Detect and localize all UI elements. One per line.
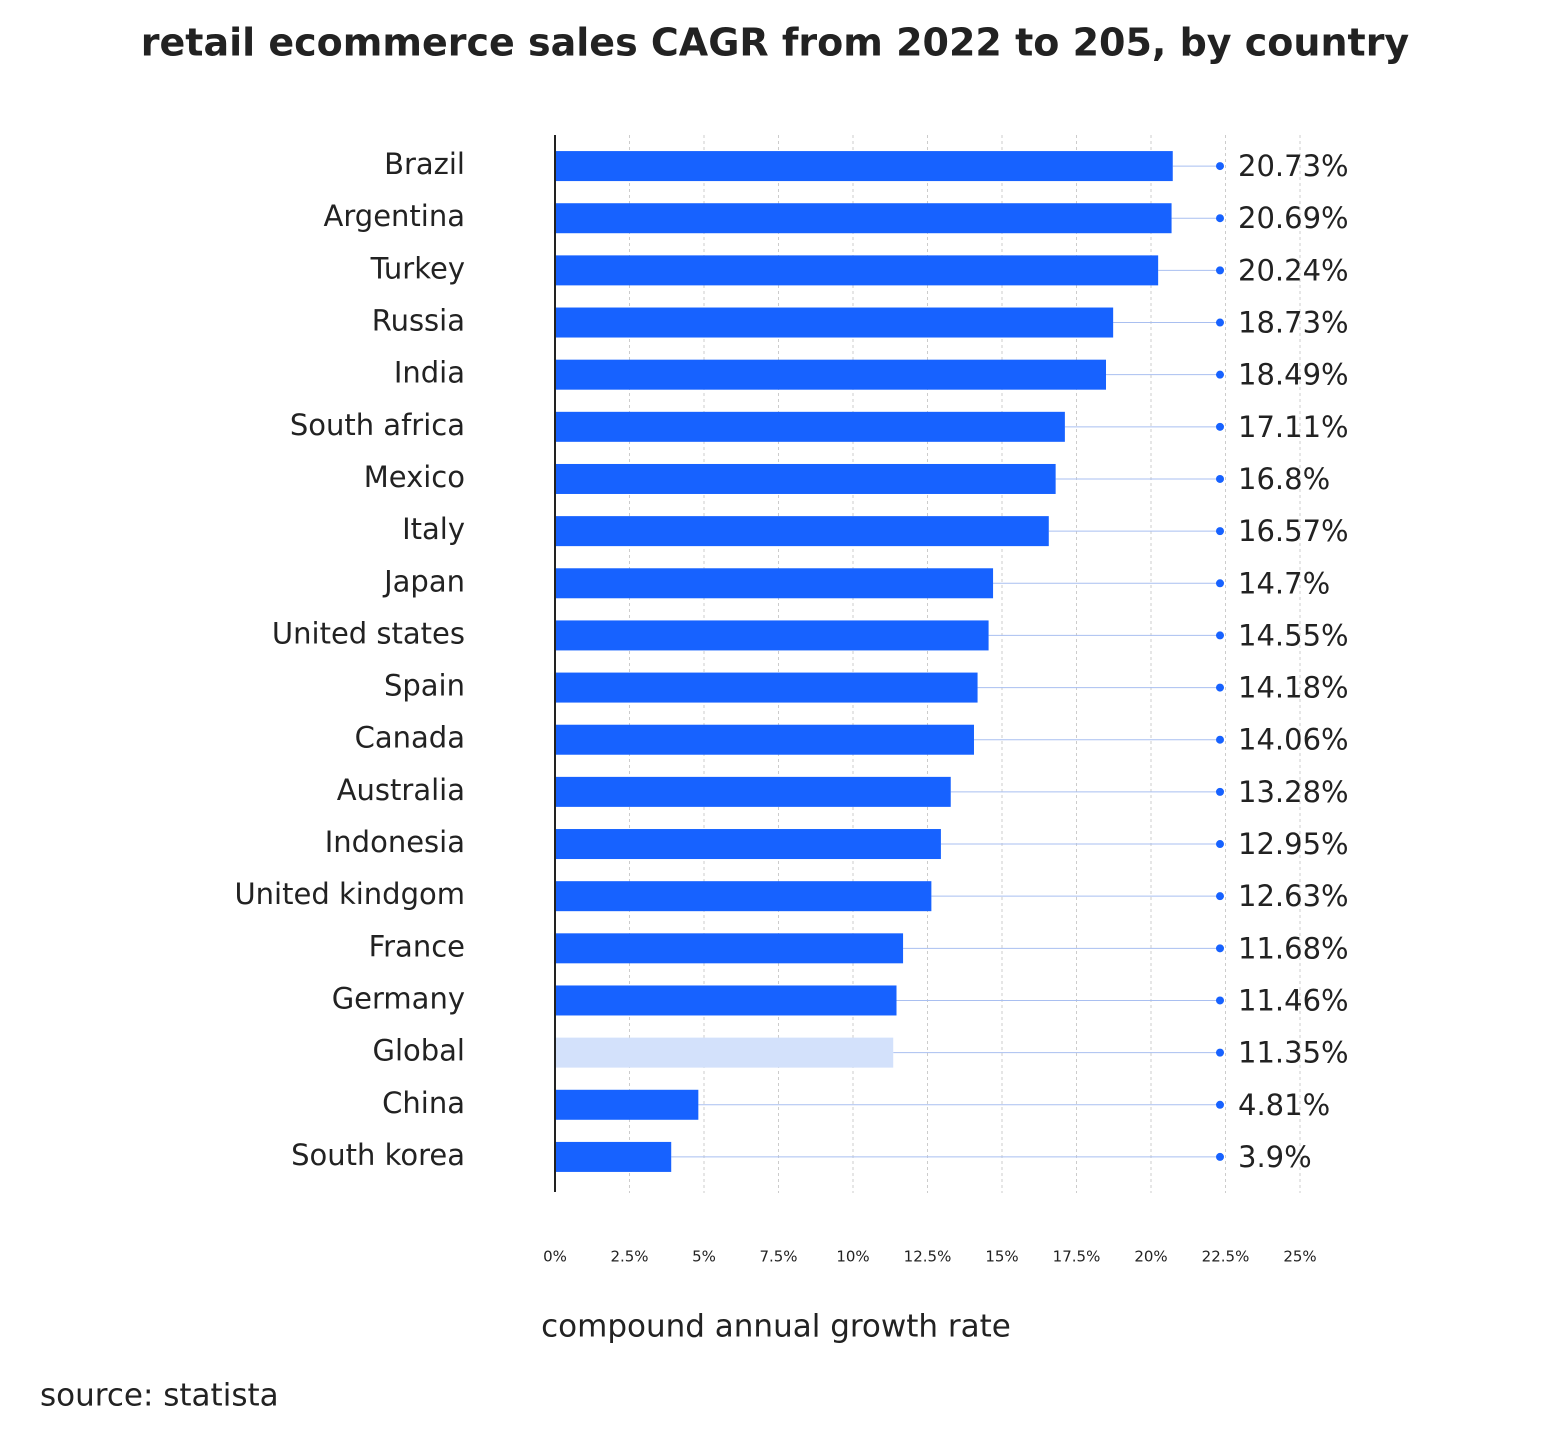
y-tick-label: Brazil (384, 147, 465, 181)
bar (555, 463, 1056, 494)
leader-dot (1216, 474, 1224, 483)
leader-dot (1216, 370, 1224, 379)
y-tick-label: China (382, 1086, 465, 1120)
leader-dot (1216, 1152, 1224, 1161)
bar (555, 151, 1173, 182)
y-tick-label: Indonesia (325, 825, 465, 859)
bar (555, 1089, 699, 1120)
bar (555, 359, 1107, 390)
leader-dot (1216, 892, 1224, 901)
value-label: 20.69% (1238, 201, 1349, 235)
bar (555, 307, 1114, 338)
value-label: 4.81% (1238, 1088, 1330, 1122)
y-tick-label: Australia (337, 773, 465, 807)
bar (555, 985, 897, 1016)
value-label: 14.55% (1238, 618, 1349, 652)
y-tick-label: Canada (355, 721, 465, 755)
x-tick-label: 10% (836, 1248, 869, 1266)
y-tick-label: Russia (372, 304, 465, 338)
y-tick-label: Global (372, 1034, 465, 1068)
y-tick-label: Spain (384, 669, 465, 703)
leader-dot (1216, 318, 1224, 327)
x-tick-label: 17.5% (1053, 1248, 1101, 1266)
x-axis-title: compound annual growth rate (541, 1309, 1011, 1345)
leader-dot (1216, 579, 1224, 588)
leader-dot (1216, 631, 1224, 640)
y-tick-label: France (369, 929, 465, 963)
leader-dot (1216, 996, 1224, 1005)
value-label: 14.7% (1238, 566, 1330, 600)
value-label: 18.49% (1238, 358, 1349, 392)
value-label: 18.73% (1238, 306, 1349, 340)
leader-dot (1216, 1100, 1224, 1109)
value-label: 14.18% (1238, 671, 1349, 705)
value-label: 16.8% (1238, 462, 1330, 496)
y-tick-label: South korea (291, 1138, 465, 1172)
value-label: 12.95% (1238, 827, 1349, 861)
value-label: 20.73% (1238, 149, 1349, 183)
bar (555, 724, 974, 755)
x-tick-label: 25% (1283, 1248, 1316, 1266)
x-tick-label: 7.5% (759, 1248, 797, 1266)
source: source: statista (40, 1378, 279, 1414)
bar (555, 933, 904, 964)
bar (555, 203, 1172, 234)
value-label: 14.06% (1238, 723, 1349, 757)
bar (555, 1037, 894, 1068)
x-tick-label: 2.5% (610, 1248, 648, 1266)
bar (555, 620, 989, 651)
y-tick-label: South africa (290, 408, 465, 442)
value-label: 17.11% (1238, 410, 1349, 444)
leader-dot (1216, 683, 1224, 692)
y-tick-label: Mexico (364, 460, 465, 494)
bar (555, 568, 994, 599)
y-tick-label: India (394, 356, 465, 390)
bar (555, 672, 978, 703)
leader-dot (1216, 840, 1224, 849)
leader-dot (1216, 1048, 1224, 1057)
leader-dot (1216, 162, 1224, 171)
x-tick-label: 15% (985, 1248, 1018, 1266)
leader-dot (1216, 787, 1224, 796)
leader-dot (1216, 735, 1224, 744)
value-label: 11.68% (1238, 931, 1349, 965)
value-label: 11.35% (1238, 1036, 1349, 1070)
x-tick-label: 0% (543, 1248, 567, 1266)
leader-dot (1216, 422, 1224, 431)
chart-title: retail ecommerce sales CAGR from 2022 to… (141, 21, 1410, 65)
leader-dot (1216, 527, 1224, 536)
value-label: 20.24% (1238, 253, 1349, 287)
y-tick-label: Japan (382, 564, 465, 598)
bar (555, 1141, 672, 1172)
bar (555, 411, 1065, 442)
bar (555, 881, 932, 912)
y-tick-label: Italy (402, 512, 465, 546)
value-label: 12.63% (1238, 879, 1349, 913)
y-tick-label: Germany (332, 981, 465, 1015)
x-tick-label: 22.5% (1202, 1248, 1250, 1266)
value-label: 13.28% (1238, 775, 1349, 809)
value-label: 16.57% (1238, 514, 1349, 548)
x-tick-label: 20% (1134, 1248, 1167, 1266)
bar (555, 255, 1159, 286)
bar (555, 776, 951, 807)
value-label: 3.9% (1238, 1140, 1312, 1174)
leader-dot (1216, 266, 1224, 275)
leader-dot (1216, 214, 1224, 223)
bar (555, 829, 941, 860)
y-tick-label: Argentina (324, 199, 465, 233)
x-tick-label: 12.5% (904, 1248, 952, 1266)
x-tick-label: 5% (692, 1248, 716, 1266)
value-label: 11.46% (1238, 983, 1349, 1017)
y-tick-label: United states (272, 616, 465, 650)
leader-dot (1216, 944, 1224, 953)
bar (555, 516, 1049, 547)
y-tick-label: United kindgom (234, 877, 465, 911)
y-tick-label: Turkey (370, 251, 465, 285)
